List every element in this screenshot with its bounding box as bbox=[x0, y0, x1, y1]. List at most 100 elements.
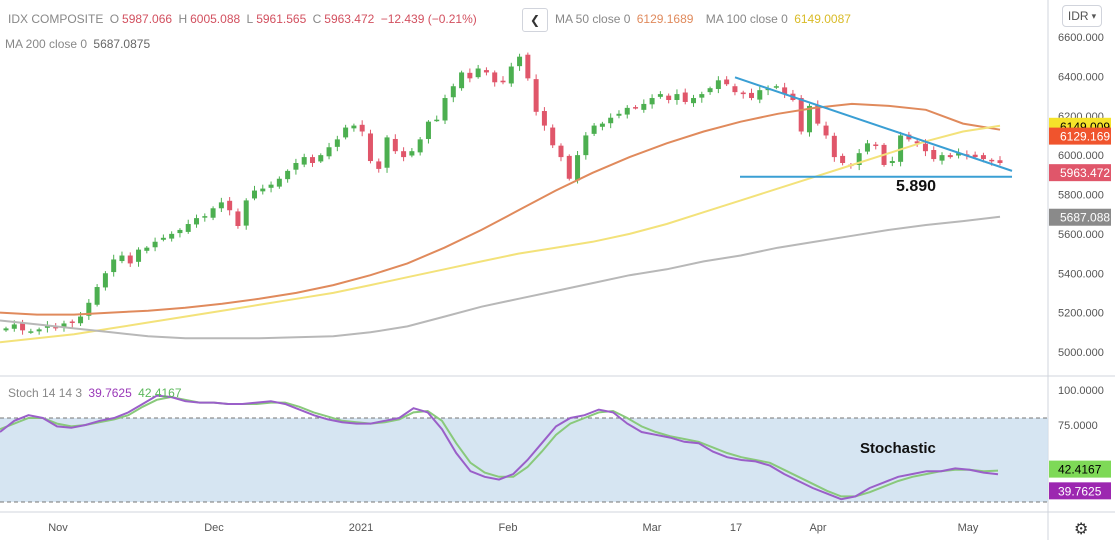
candle-body bbox=[599, 123, 605, 127]
candle-body bbox=[28, 331, 34, 333]
candle-body bbox=[682, 92, 688, 102]
candle-body bbox=[806, 105, 812, 133]
candle-body bbox=[815, 105, 821, 124]
candle-body bbox=[392, 138, 398, 152]
candle-body bbox=[591, 125, 597, 134]
candle-body bbox=[227, 200, 233, 211]
candle-body bbox=[980, 155, 986, 160]
candle-body bbox=[136, 249, 142, 262]
candle-body bbox=[11, 324, 17, 329]
chevron-left-icon: ❮ bbox=[529, 13, 541, 27]
candle-body bbox=[442, 98, 448, 121]
stoch-d-line bbox=[0, 395, 999, 498]
candle-body bbox=[152, 241, 158, 248]
candle-body bbox=[740, 92, 746, 95]
candle-body bbox=[583, 135, 589, 156]
candle-body bbox=[831, 135, 837, 158]
candle-body bbox=[293, 163, 299, 170]
candle-body bbox=[450, 86, 456, 98]
candle-body bbox=[947, 155, 953, 158]
candle-body bbox=[78, 316, 84, 324]
candle-body bbox=[86, 302, 92, 316]
price-tick-label: 5800.000 bbox=[1058, 190, 1104, 202]
candle-body bbox=[972, 154, 978, 158]
candle-body bbox=[749, 92, 754, 99]
stoch-legend: Stoch 14 14 3 39.7625 42.4167 bbox=[8, 386, 185, 400]
time-tick-label: Apr bbox=[809, 522, 826, 534]
currency-label: IDR bbox=[1067, 9, 1089, 23]
candle-body bbox=[823, 125, 829, 136]
candle-body bbox=[558, 145, 564, 158]
time-tick-label: Feb bbox=[499, 522, 518, 534]
candle-body bbox=[326, 147, 332, 157]
candle-body bbox=[939, 155, 945, 161]
price-tick-label: 5600.000 bbox=[1058, 229, 1104, 241]
candle-body bbox=[169, 233, 175, 239]
stoch-k-badge bbox=[1049, 482, 1111, 500]
candle-body bbox=[732, 86, 738, 93]
candle-body bbox=[575, 155, 581, 181]
candle-body bbox=[401, 151, 407, 158]
candle-body bbox=[707, 88, 713, 93]
time-tick-label: 17 bbox=[730, 522, 742, 534]
close-label: C bbox=[312, 12, 322, 26]
candle-body bbox=[53, 326, 59, 329]
candle-body bbox=[376, 161, 382, 169]
candle-body bbox=[119, 255, 125, 262]
ma50-label: MA 50 close 0 bbox=[555, 12, 631, 26]
high-value: 6005.088 bbox=[190, 12, 241, 26]
low-label: L bbox=[246, 12, 254, 26]
candle-body bbox=[492, 72, 498, 83]
candle-body bbox=[425, 121, 431, 139]
candle-body bbox=[657, 94, 663, 97]
price-badge-label: 5963.472 bbox=[1060, 166, 1110, 180]
ma200-legend: MA 200 close 0 5687.0875 bbox=[5, 37, 153, 51]
candle-body bbox=[367, 133, 373, 162]
ma200-value: 5687.0875 bbox=[93, 37, 151, 51]
ma-legend: MA 50 close 0 6129.1689 MA 100 close 0 6… bbox=[555, 12, 854, 26]
ma50-line bbox=[0, 102, 1001, 316]
stoch-k-line bbox=[0, 394, 999, 501]
stoch-tick-label: 75.0000 bbox=[1058, 420, 1098, 432]
ma100-line bbox=[0, 124, 1001, 344]
price-badge-label: 6129.169 bbox=[1060, 130, 1110, 144]
ma50-value: 6129.1689 bbox=[636, 12, 694, 26]
chevron-down-icon: ▾ bbox=[1091, 10, 1097, 21]
candle-body bbox=[989, 159, 995, 162]
price-badge bbox=[1049, 208, 1111, 226]
candle-body bbox=[666, 95, 672, 100]
open-value: 5987.066 bbox=[122, 12, 173, 26]
candle-body bbox=[3, 328, 9, 331]
ma100-label: MA 100 close 0 bbox=[705, 12, 788, 26]
candle-body bbox=[160, 237, 166, 240]
candle-body bbox=[343, 127, 349, 138]
candle-body bbox=[500, 80, 506, 83]
candle-body bbox=[773, 86, 779, 88]
stochastic-annotation: Stochastic bbox=[860, 440, 936, 457]
candle-body bbox=[997, 160, 1003, 163]
price-tick-label: 6600.000 bbox=[1058, 32, 1104, 44]
candle-body bbox=[127, 255, 133, 264]
ma200-line bbox=[0, 215, 1001, 340]
candle-body bbox=[276, 178, 282, 187]
candle-body bbox=[649, 98, 655, 105]
gear-icon[interactable]: ⚙ bbox=[1074, 521, 1089, 538]
candle-body bbox=[285, 170, 291, 180]
time-tick-label: Nov bbox=[48, 522, 68, 534]
candle-body bbox=[359, 124, 365, 132]
price-badge bbox=[1049, 127, 1111, 145]
candle-body bbox=[856, 153, 862, 165]
symbol-name: IDX COMPOSITE bbox=[8, 12, 104, 26]
time-tick-label: 2021 bbox=[349, 522, 373, 534]
stoch-d-badge bbox=[1049, 460, 1111, 478]
candle-body bbox=[334, 139, 340, 147]
candle-body bbox=[202, 216, 208, 218]
collapse-legend-button[interactable]: ❮ bbox=[522, 8, 548, 32]
currency-selector[interactable]: IDR ▾ bbox=[1062, 5, 1102, 27]
candle-body bbox=[541, 111, 547, 126]
candle-body bbox=[956, 153, 962, 156]
price-tick-label: 6400.000 bbox=[1058, 71, 1104, 83]
candle-body bbox=[798, 98, 804, 132]
candle-body bbox=[111, 259, 117, 273]
